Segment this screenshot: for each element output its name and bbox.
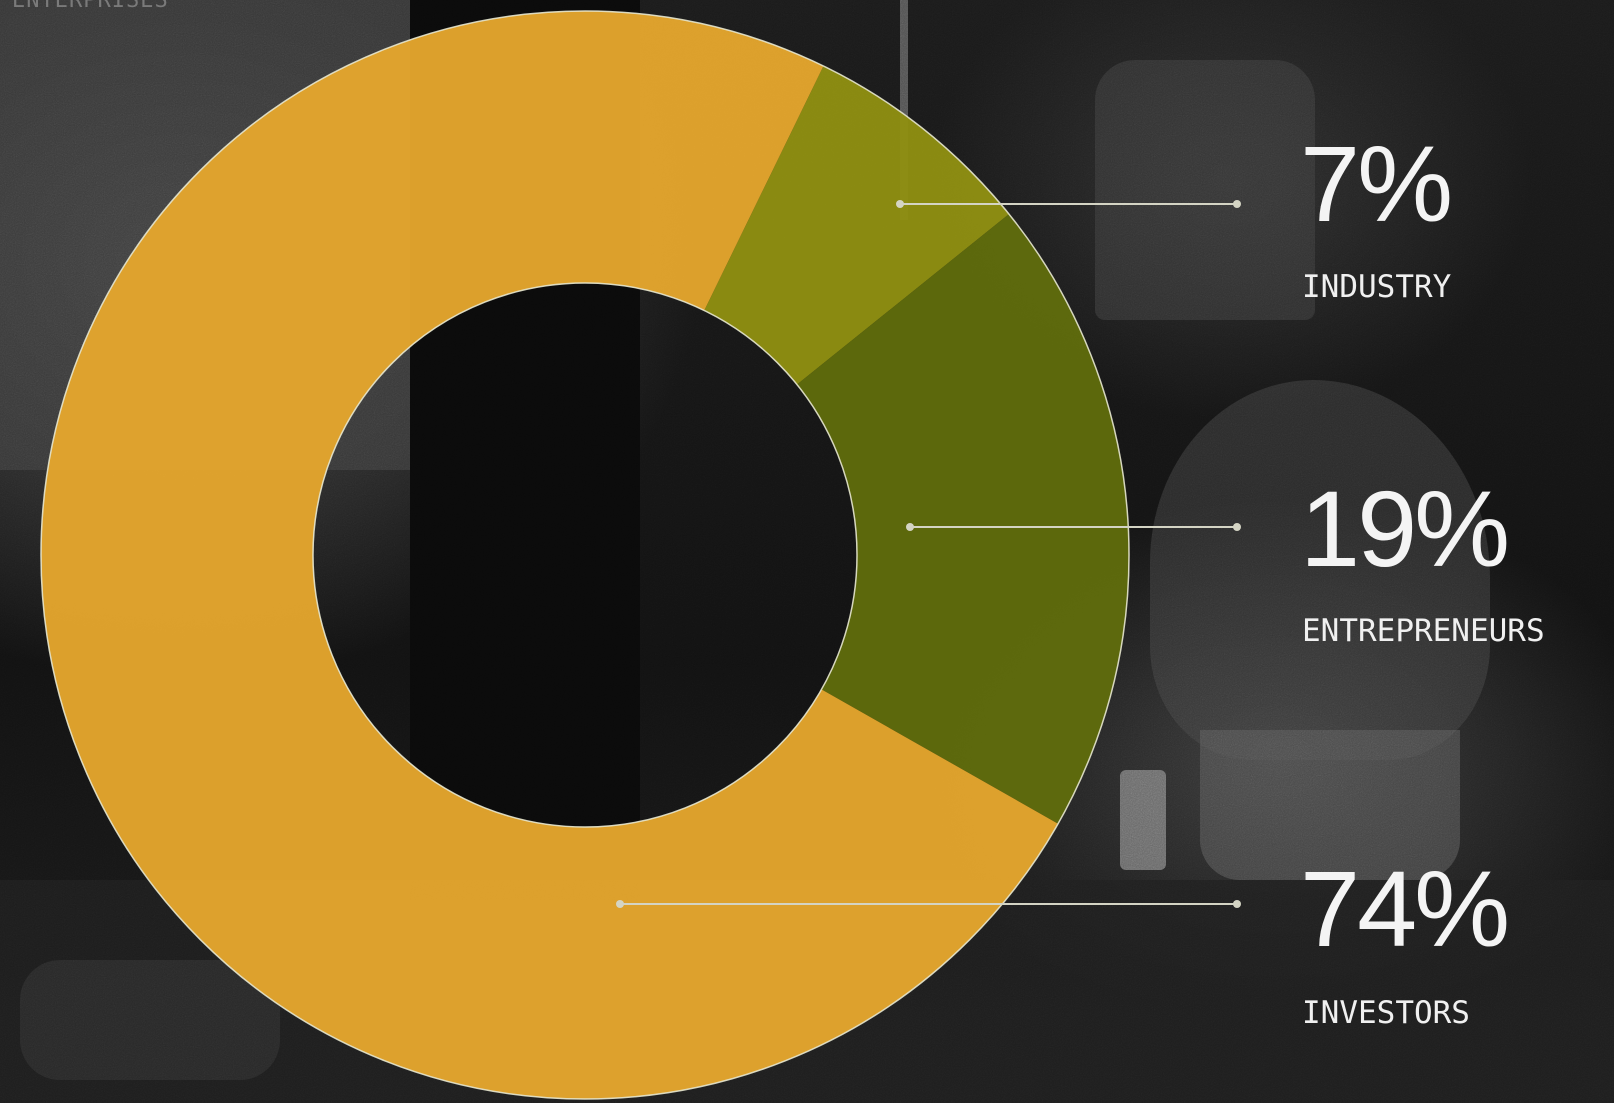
leader-line-entrepreneurs [906,523,1241,531]
investors-percent: 74% [1300,848,1510,969]
outer-ring-outline [40,10,1130,1100]
industry-percent: 7% [1300,123,1453,244]
industry-label: INDUSTRY [1302,269,1452,305]
leader-line-industry [896,200,1241,208]
slice-industry [704,66,1009,385]
entrepreneurs-label: ENTREPRENEURS [1302,613,1545,649]
investors-label: INVESTORS [1302,995,1470,1031]
entrepreneurs-percent: 19% [1300,468,1510,589]
corner-label: ENTERPRISES [12,0,169,13]
slice-entrepreneurs [796,214,1129,824]
slice-investors [41,11,1059,1099]
inner-ring-outline [312,282,858,828]
leader-line-investors [616,900,1241,908]
